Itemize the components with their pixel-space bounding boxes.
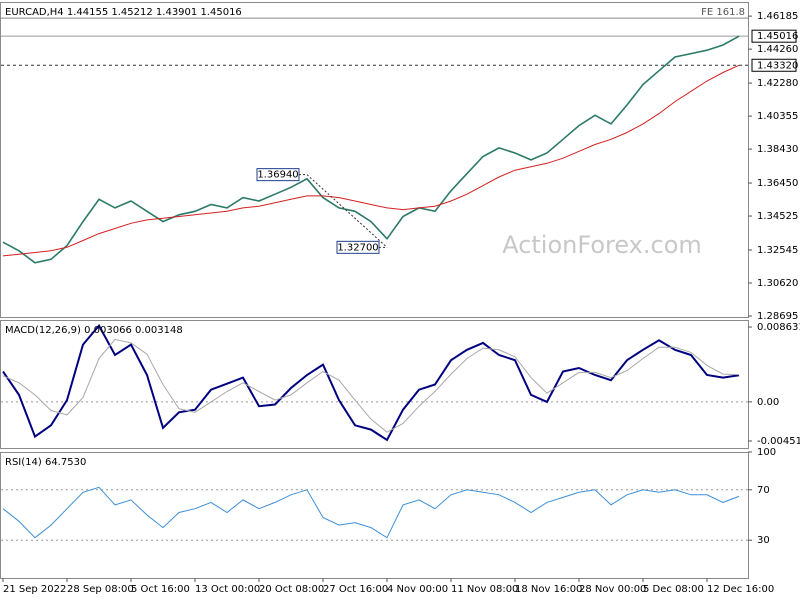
panel-frame — [0, 452, 749, 579]
series-line — [2, 35, 740, 264]
y-tick-label: 1.32545 — [757, 245, 798, 256]
y-tick-label: 1.44260 — [757, 44, 798, 55]
series-line — [2, 323, 740, 442]
x-tick-label: 27 Oct 16:00 — [323, 584, 388, 595]
annotation-label: 1.36940 — [257, 170, 298, 181]
x-tick-label: 11 Nov 08:00 — [451, 584, 518, 595]
y-tick-label: 70 — [757, 485, 770, 496]
x-tick-label: 4 Nov 00:00 — [387, 584, 448, 595]
panel-title: EURCAD,H4 1.44155 1.45212 1.43901 1.4501… — [5, 7, 242, 18]
panel-frame — [0, 2, 749, 318]
panel-title: RSI(14) 64.7530 — [5, 457, 86, 468]
x-tick-label: 18 Nov 16:00 — [515, 584, 582, 595]
y-tick-label: 1.34525 — [757, 211, 798, 222]
series-line — [2, 486, 740, 539]
x-tick-label: 28 Nov 00:00 — [579, 584, 646, 595]
x-tick-label: 13 Oct 00:00 — [195, 584, 260, 595]
y-tick-label: 0.008631 — [757, 322, 800, 333]
x-tick-label: 21 Sep 2022 — [3, 584, 66, 595]
y-tick-label: 100 — [757, 447, 776, 458]
y-tick-label: -0.004511 — [757, 436, 800, 447]
fibo-label: FE 161.8 — [701, 7, 745, 18]
x-tick-label: 5 Dec 08:00 — [643, 584, 704, 595]
x-tick-label: 5 Oct 16:00 — [131, 584, 190, 595]
y-tick-label: 1.28695 — [757, 311, 798, 322]
y-tick-label: 30 — [757, 535, 770, 546]
x-tick-label: 12 Dec 16:00 — [707, 584, 774, 595]
y-tick-label: 1.36450 — [757, 178, 798, 189]
y-tick-label: 0.00 — [757, 397, 779, 408]
panel-title: MACD(12,26,9) 0.003066 0.003148 — [5, 325, 183, 336]
y-tick-label: 1.38430 — [757, 144, 798, 155]
price-level-box — [751, 58, 797, 72]
price-level-box — [751, 29, 797, 43]
watermark: ActionForex.com — [502, 231, 702, 259]
x-tick-label: 28 Sep 08:00 — [67, 584, 134, 595]
series-line — [2, 338, 740, 433]
y-tick-label: 1.46185 — [757, 11, 798, 22]
panel-frame — [0, 320, 749, 449]
annotation-label: 1.32700 — [337, 242, 378, 253]
x-tick-label: 20 Oct 08:00 — [259, 584, 324, 595]
price-level-label: 1.43320 — [757, 60, 798, 71]
price-level-label: 1.45016 — [757, 31, 798, 42]
y-tick-label: 1.40355 — [757, 111, 798, 122]
y-tick-label: 1.30620 — [757, 278, 798, 289]
series-line — [2, 64, 740, 257]
y-tick-label: 1.42280 — [757, 78, 798, 89]
